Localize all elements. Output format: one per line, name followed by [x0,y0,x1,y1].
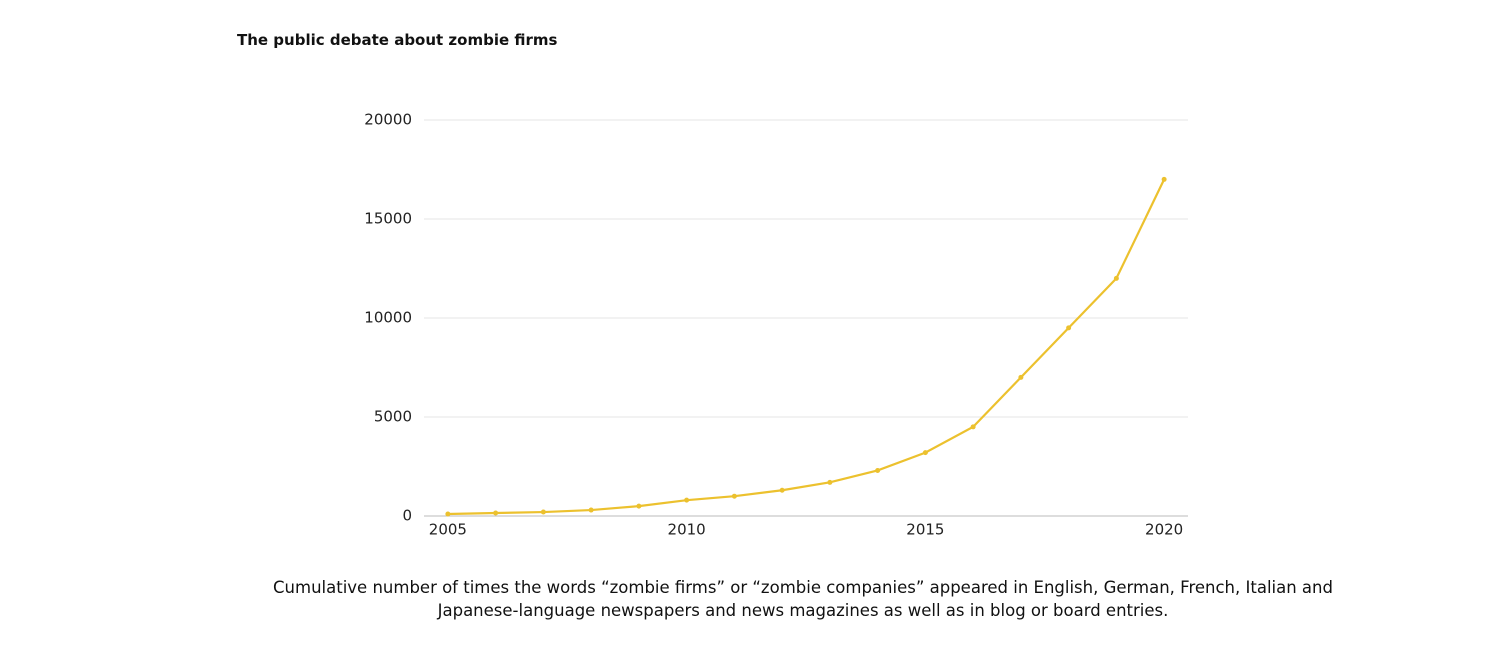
point [1018,374,1024,380]
point [1113,275,1119,281]
y-tick-label: 5000 [374,408,412,426]
point [540,509,546,515]
x-tick-label: 2005 [429,521,467,539]
y-tick-label: 0 [402,507,412,525]
y-tick-label: 10000 [364,309,412,327]
point [1161,176,1167,182]
point [731,493,737,499]
line [447,178,1166,516]
point [827,479,833,485]
caption: Cumulative number of times the words “zo… [273,578,1333,620]
point [970,424,976,430]
point [875,467,881,473]
y-tick-label: 20000 [364,111,412,129]
point [1066,325,1072,331]
x-tick-label: 2020 [1145,521,1183,539]
point [445,511,451,517]
x-tick-label: 2010 [668,521,706,539]
point [588,507,594,513]
point [779,487,785,493]
point [922,450,928,456]
chart-title: The public debate about zombie firms [237,31,558,49]
point [684,497,690,503]
point [636,503,642,509]
point [493,510,499,516]
x-tick-label: 2015 [906,521,944,539]
y-tick-label: 15000 [364,210,412,228]
